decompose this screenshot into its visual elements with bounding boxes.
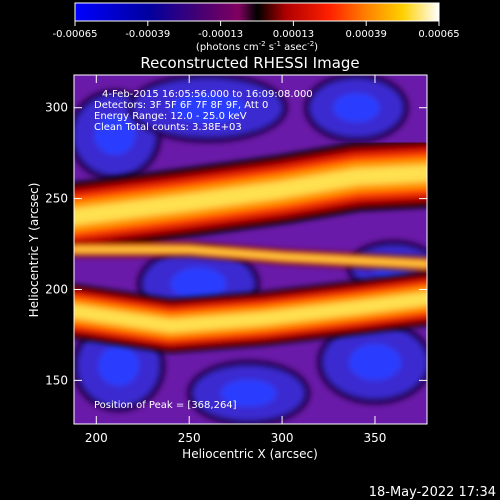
dark-region-core [220, 379, 277, 407]
colorbar [74, 2, 440, 22]
x-axis: 200 250 300 350 [85, 75, 387, 445]
chart-title: Reconstructed RHESSI Image [140, 54, 359, 72]
colorbar-ticks: -0.00065 -0.00039 -0.00013 0.00013 0.00039 0.… [53, 21, 460, 40]
dark-region-core [348, 344, 401, 381]
annotation-line: Detectors: 3F 5F 6F 7F 8F 9F, Att 0 [94, 100, 268, 111]
x-axis-label: Heliocentric X (arcsec) [182, 447, 318, 461]
y-tick-label: 250 [45, 192, 68, 206]
colorbar-tick-label: -0.00013 [198, 29, 243, 40]
annotation-line: Energy Range: 12.0 - 25.0 keV [94, 111, 247, 122]
peak-position-label: Position of Peak = [368,264] [94, 400, 237, 411]
y-tick-label: 200 [45, 282, 68, 296]
colorbar-unit: (photons cm-2 s-1 asec-2) [196, 40, 318, 53]
timestamp: 18-May-2022 17:34 [369, 485, 496, 500]
dark-region-core [333, 93, 380, 123]
x-tick-label: 250 [178, 431, 201, 445]
y-axis: 150 200 250 300 [45, 101, 427, 387]
annotation-block: 4-Feb-2015 16:05:56.000 to 16:09:08.000D… [94, 89, 313, 133]
colorbar-tick-label: 0.00039 [346, 29, 387, 40]
dark-region-core [170, 267, 227, 301]
bright-band [74, 292, 427, 333]
annotation-line: Clean Total counts: 3.38E+03 [94, 122, 242, 133]
x-tick-label: 300 [271, 431, 294, 445]
dark-region-core [94, 114, 136, 155]
bright-band [74, 247, 427, 266]
heatmap-image [74, 75, 427, 424]
x-tick-label: 200 [85, 431, 108, 445]
colorbar-tick-label: 0.00013 [273, 29, 314, 40]
bright-band [74, 165, 427, 225]
x-tick-label: 350 [364, 431, 387, 445]
colorbar-tick-label: -0.00065 [53, 29, 98, 40]
colorbar-tick-label: -0.00039 [125, 29, 170, 40]
colorbar-tick-label: 0.00065 [418, 29, 459, 40]
y-tick-label: 300 [45, 101, 68, 115]
y-tick-label: 150 [45, 373, 68, 387]
dark-region-core [170, 93, 245, 123]
annotation-line: 4-Feb-2015 16:05:56.000 to 16:09:08.000 [102, 89, 313, 100]
y-axis-label: Heliocentric Y (arcsec) [27, 183, 41, 318]
plot-frame [73, 74, 428, 425]
dark-region-core [98, 345, 140, 386]
